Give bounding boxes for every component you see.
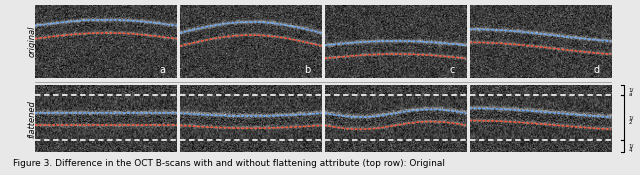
Text: Figure 3. Difference in the OCT B-scans with and without flattening attribute (t: Figure 3. Difference in the OCT B-scans …: [13, 159, 445, 168]
Text: 1/: 1/: [628, 144, 634, 149]
Text: 4: 4: [628, 148, 632, 153]
Text: d: d: [594, 65, 600, 75]
Text: 1/: 1/: [628, 88, 634, 93]
Text: b: b: [304, 65, 310, 75]
Text: flattened: flattened: [28, 100, 36, 138]
Text: c: c: [450, 65, 455, 75]
Text: original: original: [28, 26, 36, 57]
Text: a: a: [159, 65, 166, 75]
Text: 2: 2: [628, 120, 632, 125]
Text: a: a: [628, 92, 632, 97]
Text: 1/: 1/: [628, 115, 634, 120]
